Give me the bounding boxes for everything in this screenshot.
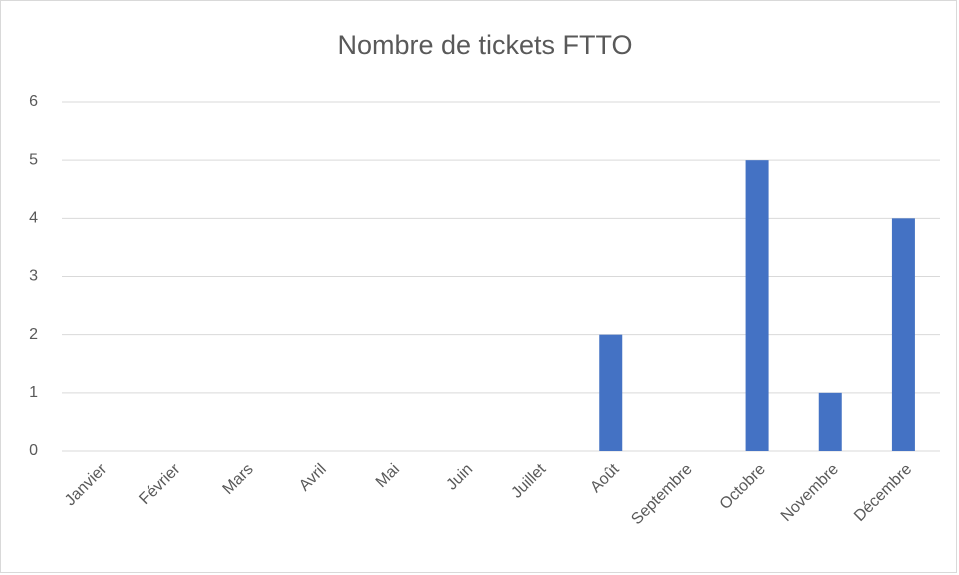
y-tick-label: 5 — [29, 151, 38, 168]
y-tick-label: 0 — [29, 442, 38, 459]
y-tick-label: 4 — [29, 210, 38, 227]
bar — [599, 334, 623, 451]
bar — [745, 160, 769, 451]
y-tick-label: 6 — [29, 93, 38, 110]
bar — [818, 392, 842, 451]
y-tick-label: 3 — [29, 268, 38, 285]
bar — [891, 218, 915, 451]
y-tick-label: 1 — [29, 384, 38, 401]
chart-title: Nombre de tickets FTTO — [337, 30, 632, 60]
y-tick-label: 2 — [29, 326, 38, 343]
